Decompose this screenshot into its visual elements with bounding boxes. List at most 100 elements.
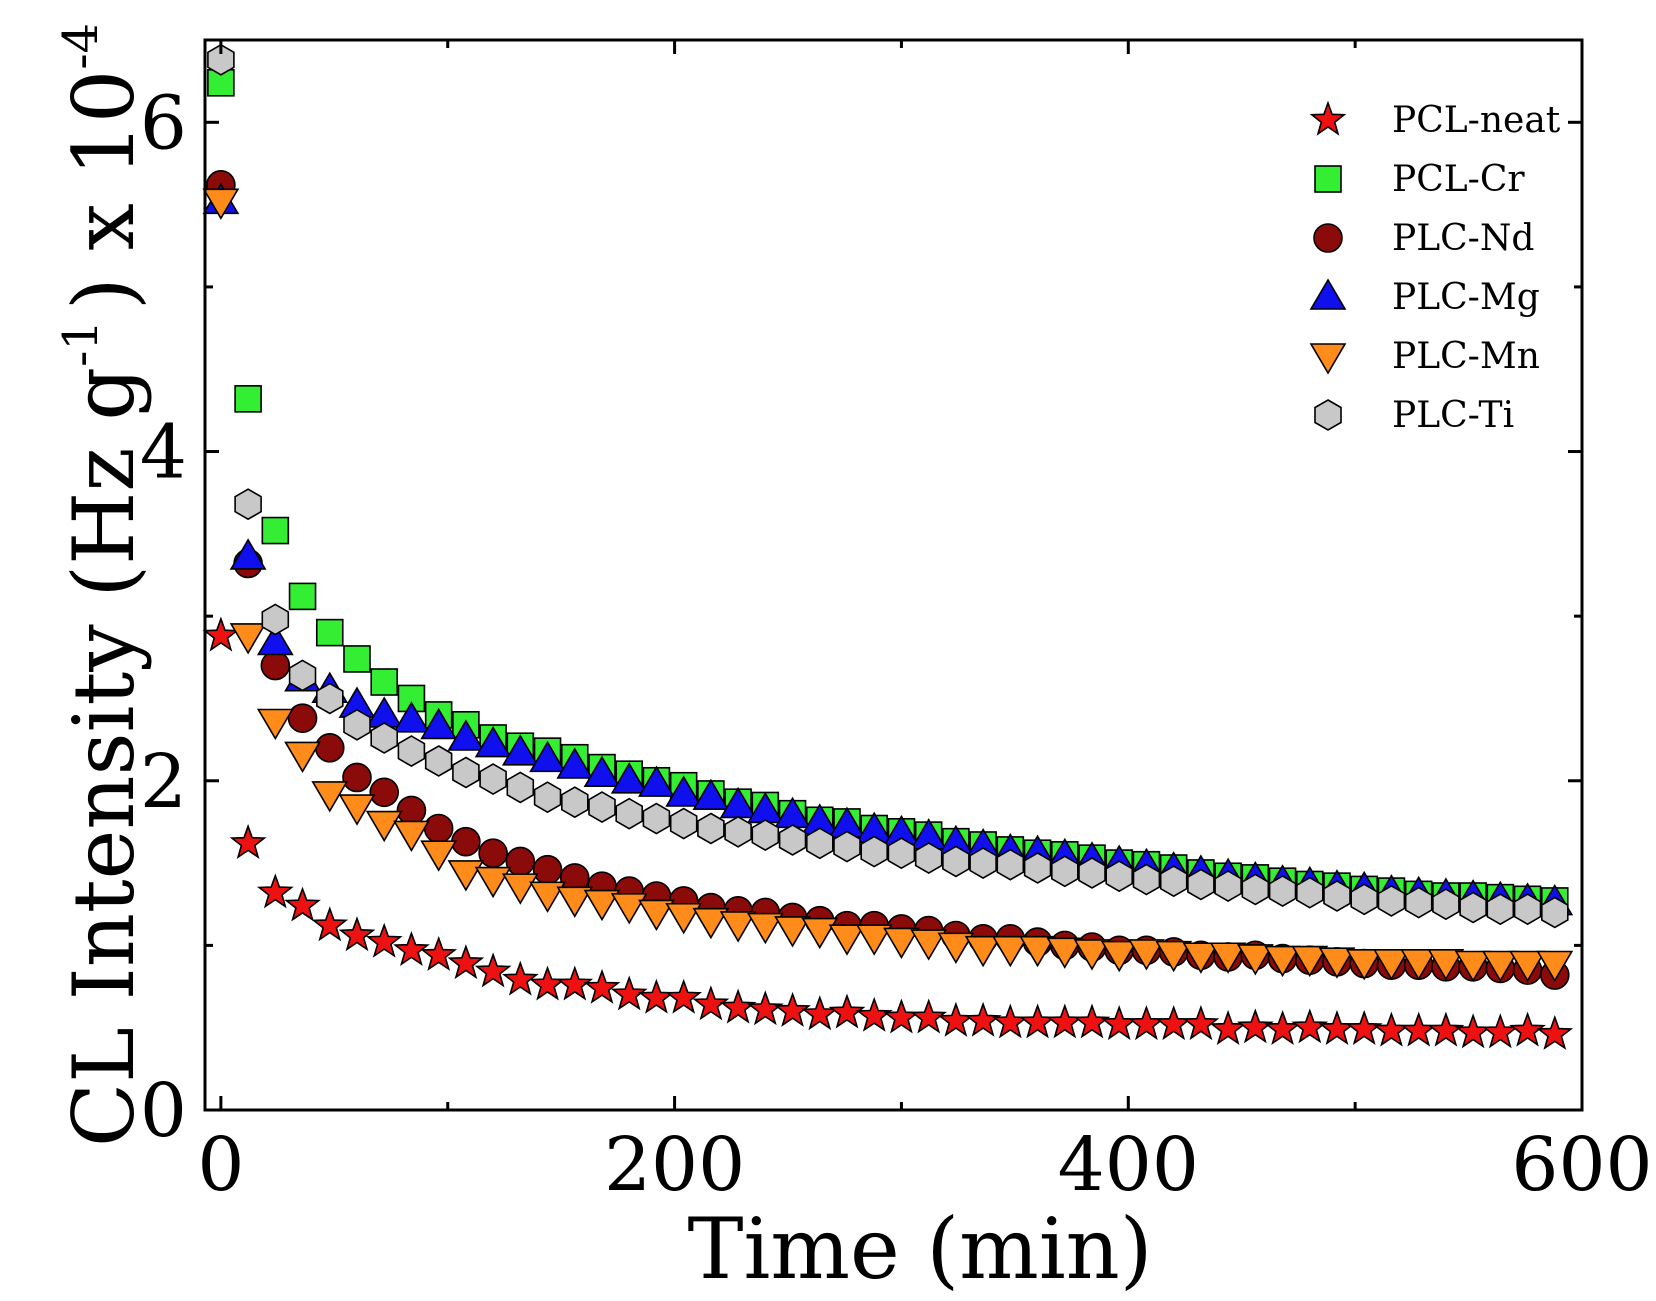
data-point-plc-nd bbox=[314, 733, 345, 763]
data-point-plc-ti bbox=[234, 488, 262, 521]
series-pcl-neat bbox=[202, 616, 1574, 1050]
data-point-pcl-neat bbox=[855, 996, 893, 1032]
data-point-plc-mn bbox=[229, 623, 267, 655]
data-point-plc-mn bbox=[1400, 949, 1438, 981]
data-point-plc-ti bbox=[1214, 870, 1242, 903]
x-tick-label: 200 bbox=[604, 1122, 745, 1208]
y-tick-label: 0 bbox=[140, 1068, 187, 1154]
data-point-pcl-neat bbox=[1128, 1005, 1165, 1041]
y-tick-label: 6 bbox=[140, 80, 187, 166]
legend-marker-plc-mg bbox=[1309, 278, 1347, 310]
data-point-plc-mn bbox=[1536, 950, 1574, 983]
data-point-plc-ti bbox=[479, 763, 507, 796]
data-point-plc-nd bbox=[287, 703, 318, 734]
data-point-plc-mn bbox=[910, 929, 948, 961]
data-point-pcl-cr bbox=[261, 516, 290, 545]
data-point-plc-nd bbox=[342, 762, 372, 793]
axis-ticks: 0 200 400 600 0 2 4 6 bbox=[140, 40, 1653, 1208]
legend-item-pcl-neat: PCL-neat bbox=[1309, 100, 1561, 141]
data-point-plc-ti bbox=[315, 682, 344, 715]
data-point-plc-ti bbox=[1350, 883, 1378, 916]
data-point-pcl-neat bbox=[1509, 1011, 1546, 1047]
legend-label: PLC-Nd bbox=[1392, 218, 1534, 259]
data-point-pcl-neat bbox=[529, 965, 566, 1001]
data-point-pcl-neat bbox=[964, 1001, 1002, 1037]
legend-label: PCL-Cr bbox=[1392, 159, 1525, 200]
data-point-pcl-neat bbox=[1481, 1013, 1519, 1049]
data-point-plc-mn bbox=[1073, 939, 1111, 971]
legend-label: PCL-neat bbox=[1392, 100, 1561, 141]
data-point-plc-mn bbox=[719, 911, 757, 943]
data-point-plc-ti bbox=[1187, 868, 1215, 901]
data-point-plc-ti bbox=[914, 842, 943, 875]
data-point-plc-mn bbox=[1509, 950, 1546, 983]
y-axis-title-exponent-2: -4 bbox=[53, 23, 109, 70]
data-point-plc-nd bbox=[505, 846, 536, 877]
data-point-plc-mg bbox=[610, 762, 648, 794]
data-point-plc-ti bbox=[1051, 855, 1079, 888]
data-point-pcl-neat bbox=[420, 935, 458, 971]
data-point-plc-mn bbox=[447, 860, 485, 892]
data-point-pcl-neat bbox=[501, 960, 539, 996]
data-point-pcl-neat bbox=[311, 906, 349, 942]
data-point-plc-mg bbox=[501, 734, 539, 766]
data-point-plc-nd bbox=[396, 795, 427, 826]
data-point-plc-ti bbox=[1377, 884, 1406, 917]
data-point-plc-mn bbox=[1345, 949, 1383, 981]
legend-item-plc-nd: PLC-Nd bbox=[1313, 218, 1534, 259]
data-point-plc-ti bbox=[588, 791, 616, 824]
data-point-plc-ti bbox=[860, 835, 889, 868]
data-point-plc-ti bbox=[1404, 886, 1433, 919]
data-point-pcl-neat bbox=[1536, 1014, 1574, 1050]
series-plc-ti bbox=[207, 43, 1569, 929]
data-point-plc-mg bbox=[229, 538, 267, 570]
data-point-pcl-cr bbox=[288, 582, 317, 611]
data-point-plc-mn bbox=[1155, 940, 1193, 973]
data-point-plc-mg bbox=[529, 740, 566, 773]
data-point-plc-mn bbox=[1182, 942, 1220, 974]
data-point-pcl-neat bbox=[610, 975, 648, 1011]
data-point-plc-ti bbox=[1159, 865, 1188, 898]
data-point-plc-mn bbox=[1291, 945, 1329, 978]
legend-marker-pcl-cr bbox=[1314, 165, 1342, 193]
x-axis-title: Time (min) bbox=[687, 1200, 1152, 1298]
data-point-plc-mn bbox=[583, 889, 621, 922]
y-axis-title: CL Intensity (Hz g-1) x 10-4 bbox=[53, 23, 153, 1147]
data-point-plc-mn bbox=[529, 881, 566, 913]
y-tick-label: 2 bbox=[140, 739, 187, 825]
data-point-plc-mn bbox=[1427, 949, 1465, 981]
data-point-plc-mg bbox=[447, 719, 485, 751]
data-point-plc-ti bbox=[288, 659, 317, 692]
data-point-pcl-neat bbox=[991, 1003, 1029, 1039]
data-point-plc-mn bbox=[420, 840, 458, 872]
data-point-pcl-neat bbox=[1182, 1005, 1220, 1041]
data-point-plc-mn bbox=[556, 886, 594, 918]
data-point-plc-mn bbox=[1373, 949, 1410, 981]
data-point-plc-mn bbox=[964, 935, 1002, 968]
data-point-plc-nd bbox=[423, 813, 454, 844]
data-point-plc-ti bbox=[343, 708, 371, 741]
data-point-pcl-neat bbox=[256, 873, 294, 909]
data-point-plc-mn bbox=[1046, 937, 1084, 969]
data-point-plc-mn bbox=[1128, 939, 1165, 971]
data-point-plc-ti bbox=[1023, 852, 1052, 884]
data-point-plc-ti bbox=[833, 830, 861, 863]
data-point-pcl-neat bbox=[665, 978, 703, 1014]
series-layer bbox=[202, 43, 1574, 1050]
data-point-plc-ti bbox=[642, 802, 671, 835]
legend-marker-plc-nd bbox=[1313, 223, 1343, 253]
data-point-plc-ti bbox=[1486, 893, 1515, 926]
data-point-pcl-neat bbox=[1427, 1011, 1465, 1047]
data-point-plc-ti bbox=[424, 745, 453, 777]
data-point-pcl-neat bbox=[1454, 1013, 1492, 1049]
data-point-plc-mn bbox=[284, 741, 321, 774]
data-point-plc-ti bbox=[1432, 888, 1460, 921]
data-point-plc-mn bbox=[501, 873, 539, 905]
legend-item-plc-mn: PLC-Mn bbox=[1309, 336, 1540, 377]
data-point-plc-ti bbox=[452, 756, 480, 789]
legend-label: PLC-Mn bbox=[1392, 336, 1540, 377]
data-point-pcl-cr bbox=[315, 618, 344, 647]
data-point-pcl-neat bbox=[229, 823, 267, 860]
data-point-plc-ti bbox=[1296, 876, 1324, 909]
data-point-plc-ti bbox=[370, 722, 399, 754]
